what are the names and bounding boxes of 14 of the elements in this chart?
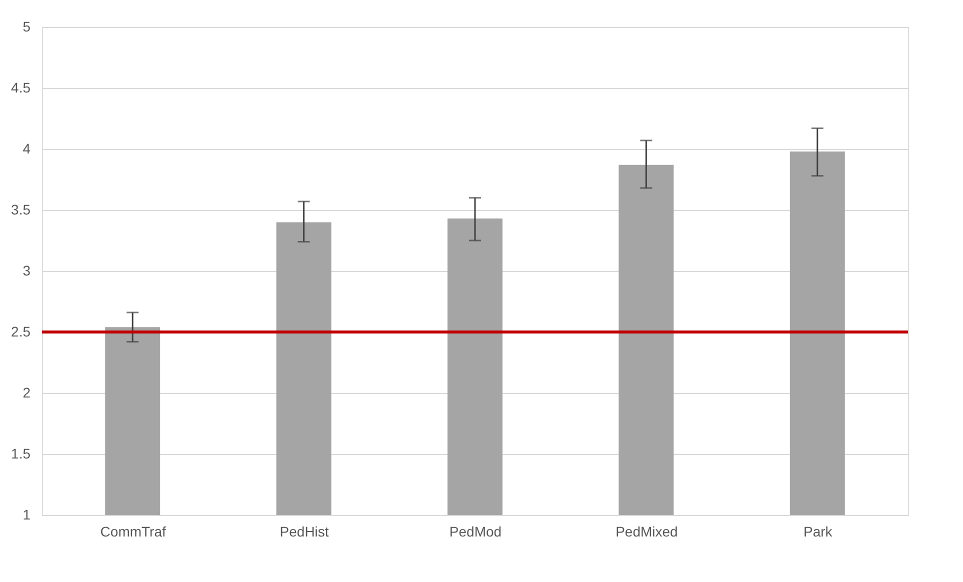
x-tick-label: PedHist <box>280 524 329 540</box>
y-tick-label: 1 <box>22 506 31 522</box>
y-tick-label: 3 <box>22 262 31 278</box>
y-tick-label: 4.5 <box>11 80 31 96</box>
x-tick-label: CommTraf <box>100 524 166 540</box>
y-tick-label: 3.5 <box>11 202 31 218</box>
x-tick-label: PedMixed <box>616 524 678 540</box>
x-tick-label: Park <box>804 524 834 540</box>
y-tick-label: 1.5 <box>11 446 31 462</box>
x-tick-label: PedMod <box>449 524 502 540</box>
y-tick-label: 5 <box>22 18 31 34</box>
y-tick-label: 2 <box>22 384 31 400</box>
y-tick-label: 4 <box>22 140 31 156</box>
y-tick-label: 2.5 <box>11 324 31 340</box>
